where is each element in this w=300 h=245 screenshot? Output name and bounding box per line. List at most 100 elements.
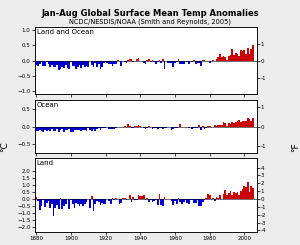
Bar <box>186 199 188 203</box>
Bar <box>152 60 153 61</box>
Bar <box>212 60 214 61</box>
Bar <box>188 61 190 64</box>
Bar <box>216 59 218 61</box>
Bar <box>247 182 249 199</box>
Bar <box>231 122 233 127</box>
Bar <box>127 60 129 61</box>
Text: Land and Ocean: Land and Ocean <box>37 29 94 35</box>
Bar <box>235 53 237 61</box>
Bar <box>238 195 240 199</box>
Bar <box>39 61 41 64</box>
Bar <box>223 194 224 199</box>
Bar <box>58 199 60 209</box>
Bar <box>245 54 247 61</box>
Bar <box>86 127 87 131</box>
Bar <box>61 61 63 67</box>
Bar <box>35 61 37 65</box>
Bar <box>250 186 252 199</box>
Bar <box>108 127 110 129</box>
Bar <box>86 199 87 202</box>
Bar <box>195 127 197 128</box>
Bar <box>153 61 155 62</box>
Bar <box>237 121 238 127</box>
Bar <box>134 126 136 127</box>
Bar <box>141 196 143 199</box>
Bar <box>250 49 252 61</box>
Bar <box>63 199 65 206</box>
Bar <box>157 61 158 62</box>
Bar <box>146 127 148 128</box>
Bar <box>103 127 105 128</box>
Bar <box>53 199 54 216</box>
Bar <box>219 195 221 199</box>
Bar <box>179 199 181 202</box>
Bar <box>93 61 94 67</box>
Bar <box>74 199 75 208</box>
Bar <box>67 61 68 68</box>
Bar <box>127 124 129 127</box>
Bar <box>140 126 141 127</box>
Bar <box>164 197 165 199</box>
Bar <box>200 127 202 130</box>
Bar <box>193 60 195 61</box>
Bar <box>200 61 202 66</box>
Bar <box>178 198 179 199</box>
Bar <box>98 127 100 128</box>
Bar <box>138 125 140 127</box>
Bar <box>105 61 106 62</box>
Bar <box>133 197 134 199</box>
Bar <box>42 127 44 132</box>
Bar <box>157 127 158 129</box>
Bar <box>216 197 218 199</box>
Bar <box>77 127 79 130</box>
Bar <box>56 199 58 205</box>
Bar <box>197 61 198 63</box>
Bar <box>87 198 89 199</box>
Bar <box>74 127 75 130</box>
Bar <box>249 54 250 61</box>
Bar <box>113 199 115 200</box>
Bar <box>202 60 204 61</box>
Bar <box>252 188 254 199</box>
Bar <box>46 61 47 62</box>
Bar <box>218 125 219 127</box>
Bar <box>158 194 160 199</box>
Bar <box>223 122 224 127</box>
Bar <box>219 125 221 127</box>
Bar <box>79 127 80 130</box>
Bar <box>79 199 80 206</box>
Bar <box>167 61 169 63</box>
Bar <box>169 61 171 63</box>
Bar <box>110 127 112 129</box>
Bar <box>100 199 101 205</box>
Bar <box>37 127 39 131</box>
Bar <box>191 61 193 62</box>
Bar <box>209 61 211 63</box>
Bar <box>51 127 53 129</box>
Bar <box>47 199 49 201</box>
Bar <box>112 61 113 66</box>
Bar <box>56 61 58 65</box>
Bar <box>44 199 46 207</box>
Bar <box>75 199 77 203</box>
Bar <box>150 199 152 200</box>
Bar <box>145 61 146 64</box>
Bar <box>60 198 61 199</box>
Bar <box>160 127 162 128</box>
Bar <box>160 199 162 205</box>
Bar <box>204 199 205 200</box>
Bar <box>49 61 51 67</box>
Bar <box>242 121 244 127</box>
Bar <box>87 127 89 128</box>
Bar <box>129 59 131 61</box>
Bar <box>39 127 41 130</box>
Bar <box>238 56 240 61</box>
Bar <box>80 127 82 131</box>
Bar <box>98 61 100 64</box>
Bar <box>219 54 221 61</box>
Bar <box>198 61 200 63</box>
Bar <box>245 121 247 127</box>
Bar <box>68 199 70 209</box>
Bar <box>89 199 91 208</box>
Bar <box>61 127 63 129</box>
